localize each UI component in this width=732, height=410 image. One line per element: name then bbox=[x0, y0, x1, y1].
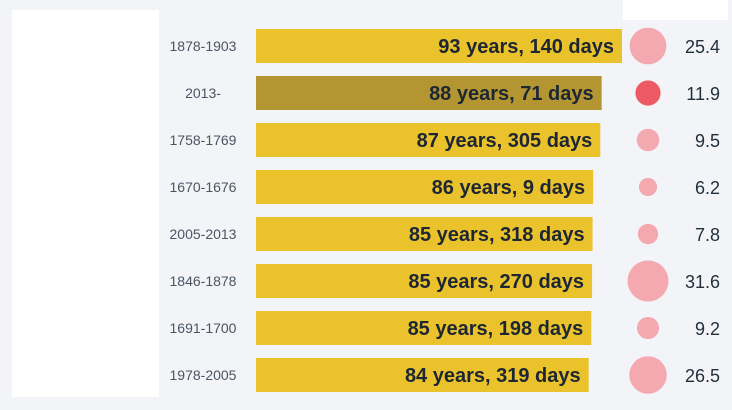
tenure-bubble bbox=[638, 177, 658, 197]
tenure-bubble bbox=[629, 27, 667, 65]
tenure-label: 6.2 bbox=[695, 178, 720, 198]
age-label: 88 years, 71 days bbox=[429, 83, 594, 105]
tenure-label: 11.9 bbox=[686, 84, 720, 104]
tenure-bubble bbox=[637, 223, 659, 245]
period-label: 1878-1903 bbox=[170, 38, 237, 54]
age-label: 85 years, 318 days bbox=[409, 224, 585, 246]
period-label: 2005-2013 bbox=[170, 226, 237, 242]
age-label: 85 years, 198 days bbox=[408, 318, 584, 340]
age-bar bbox=[256, 123, 601, 157]
age-label: 85 years, 270 days bbox=[408, 271, 584, 293]
period-label: 1978-2005 bbox=[170, 367, 237, 383]
tenure-label: 7.8 bbox=[695, 225, 720, 245]
category-column-panel bbox=[12, 10, 159, 397]
age-label: 86 years, 9 days bbox=[432, 177, 585, 199]
tenure-label: 9.2 bbox=[695, 319, 720, 339]
age-bar bbox=[256, 170, 594, 204]
tenure-bubble bbox=[635, 80, 661, 106]
tenure-label: 9.5 bbox=[695, 131, 720, 151]
value-column-panel bbox=[623, 0, 728, 20]
tenure-bubble bbox=[636, 128, 660, 152]
period-label: 1670-1676 bbox=[170, 179, 237, 195]
tenure-bubble bbox=[629, 356, 667, 394]
tenure-label: 26.5 bbox=[685, 366, 720, 386]
age-label: 93 years, 140 days bbox=[438, 36, 614, 58]
age-bar bbox=[256, 29, 622, 63]
tenure-bubble bbox=[636, 316, 660, 340]
age-bar bbox=[256, 217, 593, 251]
age-label: 87 years, 305 days bbox=[417, 130, 593, 152]
age-bar bbox=[256, 358, 589, 392]
period-label: 1758-1769 bbox=[170, 132, 237, 148]
tenure-label: 25.4 bbox=[685, 37, 720, 57]
age-bar bbox=[256, 311, 592, 345]
period-label: 1846-1878 bbox=[170, 273, 237, 289]
tenure-label: 31.6 bbox=[685, 272, 720, 292]
tenure-bubble bbox=[627, 260, 669, 302]
age-bar bbox=[256, 76, 602, 110]
period-label: 2013- bbox=[185, 85, 221, 101]
age-bar bbox=[256, 264, 593, 298]
period-label: 1691-1700 bbox=[170, 320, 237, 336]
age-label: 84 years, 319 days bbox=[405, 365, 581, 387]
